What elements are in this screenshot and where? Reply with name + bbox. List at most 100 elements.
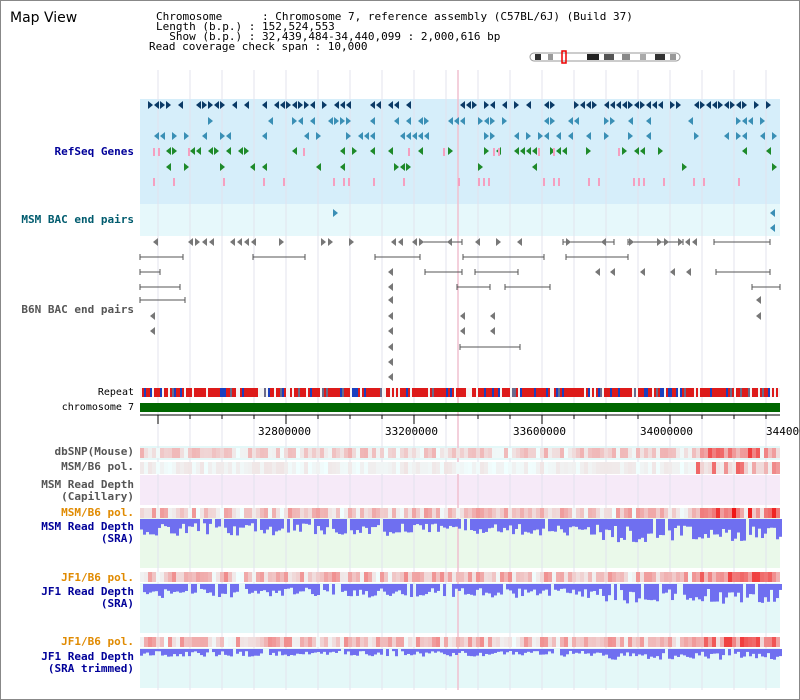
track-label-jf1-b6-pol-1[interactable]: JF1/B6 pol. xyxy=(61,571,134,584)
pol-segment xyxy=(732,448,736,458)
gene-tick xyxy=(538,148,540,156)
track-label-jf1-read-sra[interactable]: JF1 Read Depth xyxy=(41,585,134,598)
repeat-segment xyxy=(626,388,628,397)
pol-segment xyxy=(296,508,300,518)
gene-marker xyxy=(760,132,765,140)
depth-bar xyxy=(482,649,485,657)
pol-segment xyxy=(716,508,720,518)
depth-bar xyxy=(608,584,611,596)
gene-marker xyxy=(520,147,525,155)
pol-segment xyxy=(172,637,176,647)
pol-segment xyxy=(192,462,196,474)
depth-bar xyxy=(425,584,428,595)
pol-segment xyxy=(276,462,280,474)
repeat-segment xyxy=(272,388,274,397)
gene-tick xyxy=(403,178,405,186)
bac-end-marker xyxy=(349,238,354,246)
depth-bar xyxy=(617,519,620,543)
pol-segment xyxy=(652,572,656,582)
gene-marker xyxy=(310,117,315,125)
repeat-segment xyxy=(776,388,778,397)
depth-bar xyxy=(344,584,347,591)
gene-marker xyxy=(748,117,753,125)
bac-end-marker xyxy=(321,238,326,246)
track-label-msm-b6-pol-1[interactable]: MSM/B6 pol. xyxy=(61,460,134,473)
repeat-segment xyxy=(560,388,562,397)
depth-bar xyxy=(623,584,626,601)
depth-bar xyxy=(584,519,587,530)
pol-segment xyxy=(332,448,336,458)
track-label-refseq[interactable]: RefSeq Genes xyxy=(54,145,134,158)
repeat-segment xyxy=(326,388,328,397)
track-label-jf1-b6-pol-2[interactable]: JF1/B6 pol. xyxy=(61,635,134,648)
gene-tick xyxy=(443,148,445,156)
pol-segment xyxy=(200,462,204,474)
pol-segment xyxy=(344,572,348,582)
pol-segment xyxy=(396,462,400,474)
track-label-jf1-read-trim[interactable]: JF1 Read Depth xyxy=(41,650,134,663)
repeat-segment xyxy=(538,388,540,397)
pol-segment xyxy=(460,448,464,458)
depth-bar xyxy=(323,519,326,535)
pol-segment xyxy=(288,462,292,474)
pol-segment xyxy=(336,508,340,518)
depth-bar xyxy=(695,649,698,654)
pol-segment xyxy=(588,448,592,458)
gene-marker xyxy=(226,132,231,140)
pol-segment xyxy=(732,572,736,582)
pol-segment xyxy=(520,572,524,582)
depth-bar xyxy=(554,584,557,590)
repeat-segment xyxy=(406,388,408,397)
repeat-segment xyxy=(252,388,254,397)
depth-bar xyxy=(395,584,398,592)
pol-segment xyxy=(256,448,260,458)
repeat-segment xyxy=(478,388,480,397)
gene-marker xyxy=(736,101,741,109)
repeat-segment xyxy=(546,388,548,397)
pol-segment xyxy=(240,508,244,518)
depth-bar xyxy=(527,584,530,593)
depth-bar xyxy=(716,649,719,654)
track-label-msm-b6-pol-2[interactable]: MSM/B6 pol. xyxy=(61,506,134,519)
track-label-msm-read-cap[interactable]: MSM Read Depth xyxy=(41,478,134,491)
track-label-msm-bac[interactable]: MSM BAC end pairs xyxy=(21,213,134,226)
pol-segment xyxy=(652,637,656,647)
depth-bar xyxy=(569,519,572,528)
pol-segment xyxy=(500,462,504,474)
pol-segment xyxy=(760,637,764,647)
depth-bar xyxy=(413,649,416,655)
pol-segment xyxy=(232,462,236,474)
gene-marker xyxy=(214,101,219,109)
depth-bar xyxy=(605,584,608,602)
pol-segment xyxy=(220,572,224,582)
depth-bar xyxy=(305,519,308,524)
pol-segment xyxy=(376,637,380,647)
gene-tick xyxy=(458,178,460,186)
depth-bar xyxy=(149,584,152,593)
pol-segment xyxy=(320,462,324,474)
depth-bar xyxy=(413,519,416,526)
pol-segment xyxy=(528,462,532,474)
pol-segment xyxy=(396,448,400,458)
depth-bar xyxy=(173,649,176,655)
pol-segment xyxy=(464,637,468,647)
gene-marker xyxy=(628,101,633,109)
track-label-dbsnp[interactable]: dbSNP(Mouse) xyxy=(54,445,134,458)
depth-bar xyxy=(383,519,386,532)
depth-bar xyxy=(626,584,629,604)
pol-segment xyxy=(476,462,480,474)
track-label-b6n-bac[interactable]: B6N BAC end pairs xyxy=(21,303,134,316)
gene-marker xyxy=(310,101,315,109)
pol-segment xyxy=(272,462,276,474)
depth-bar xyxy=(224,649,227,655)
pol-segment xyxy=(552,462,556,474)
pol-segment xyxy=(348,448,352,458)
depth-bar xyxy=(716,584,719,602)
depth-bar xyxy=(176,649,179,657)
repeat-segment xyxy=(296,388,298,397)
pol-segment xyxy=(316,508,320,518)
track-label-msm-read-sra[interactable]: MSM Read Depth xyxy=(41,520,134,533)
depth-bar xyxy=(428,519,431,533)
bac-end-marker xyxy=(460,312,465,320)
